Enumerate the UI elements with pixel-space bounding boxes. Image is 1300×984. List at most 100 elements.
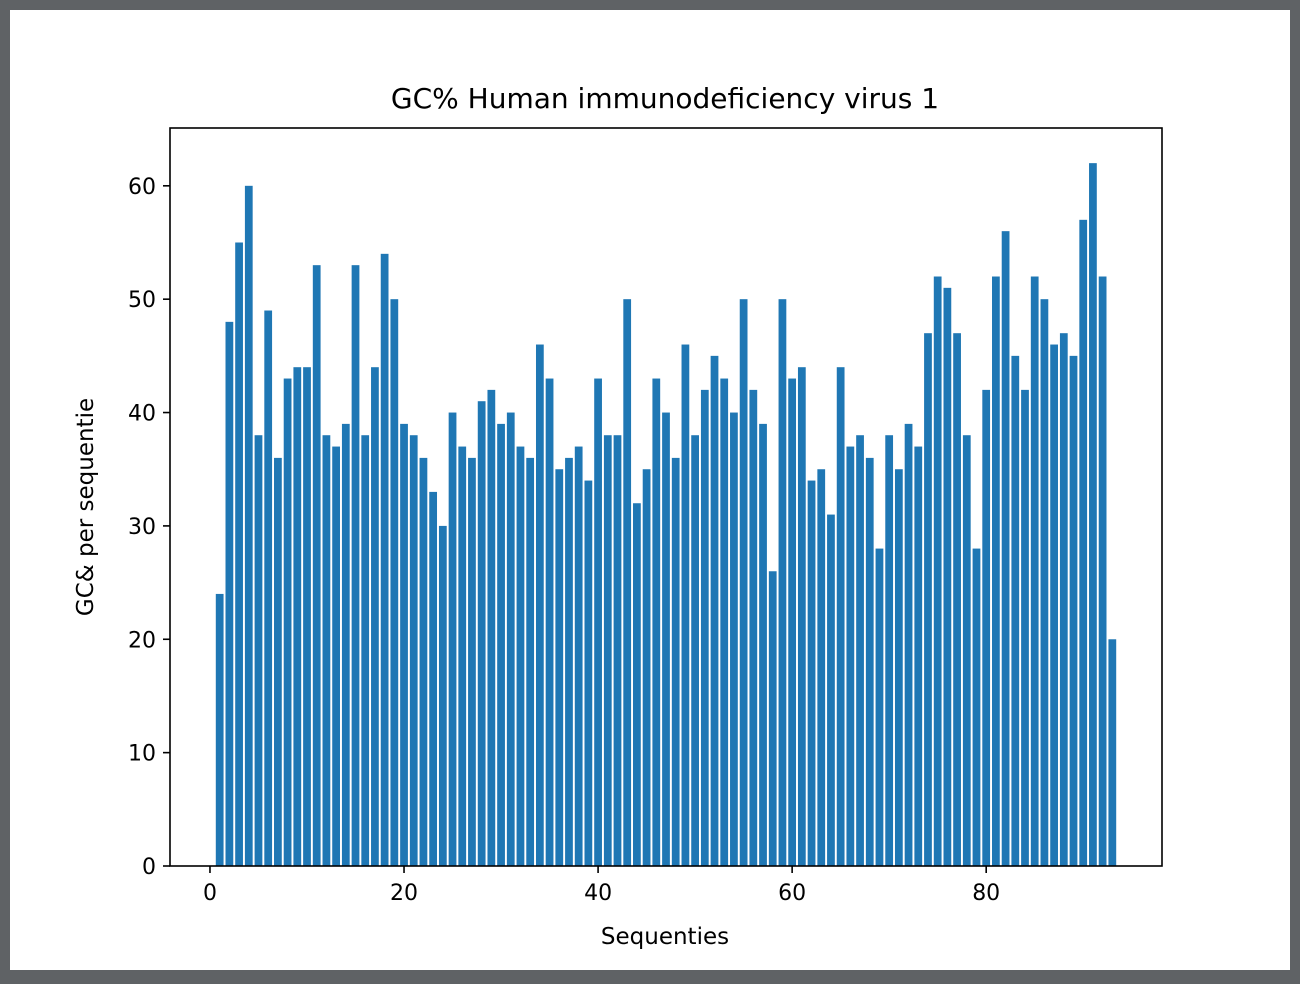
bar-62 (807, 480, 816, 866)
bar-48 (671, 457, 680, 866)
bar-83 (1011, 355, 1020, 866)
x-tick-label: 40 (584, 881, 612, 906)
bar-80 (982, 389, 991, 866)
bar-19 (390, 299, 399, 867)
bar-49 (681, 344, 690, 866)
bar-43 (623, 299, 632, 867)
x-axis-label: Sequenties (601, 924, 729, 950)
bar-77 (953, 333, 961, 866)
bar-51 (700, 389, 709, 866)
bar-35 (545, 378, 554, 866)
y-tick-label: 0 (142, 855, 156, 880)
bar-82 (1001, 231, 1010, 867)
bar-79 (972, 548, 981, 866)
bar-60 (788, 378, 797, 866)
bar-34 (535, 344, 544, 866)
bar-29 (487, 389, 496, 866)
bar-53 (720, 378, 729, 866)
bar-73 (914, 446, 923, 866)
bar-65 (836, 367, 845, 866)
bar-16 (361, 435, 370, 866)
bar-8 (283, 378, 292, 866)
bars-group (215, 163, 1117, 867)
bar-18 (380, 253, 389, 866)
bar-2 (225, 321, 234, 866)
bar-59 (778, 299, 787, 867)
y-tick-label: 20 (128, 628, 156, 653)
bar-30 (497, 423, 505, 866)
bar-41 (603, 435, 612, 866)
bar-75 (933, 276, 942, 866)
bar-1 (215, 593, 224, 866)
bar-22 (419, 457, 428, 866)
bar-92 (1098, 276, 1107, 866)
y-tick-label: 10 (128, 742, 156, 767)
x-tick-label: 0 (203, 881, 217, 906)
bar-85 (1030, 276, 1039, 866)
bar-64 (827, 514, 835, 866)
bar-20 (400, 423, 408, 866)
bar-56 (749, 389, 758, 866)
bar-88 (1059, 333, 1068, 866)
bar-66 (846, 446, 855, 866)
bar-58 (768, 571, 777, 866)
bar-17 (371, 367, 379, 866)
bar-31 (506, 412, 515, 866)
bar-40 (594, 378, 602, 866)
bar-15 (351, 265, 360, 866)
chart-title: GC% Human immunodeficiency virus 1 (391, 82, 939, 115)
bar-69 (875, 548, 884, 866)
bar-45 (642, 469, 651, 866)
bar-9 (293, 367, 302, 866)
bar-89 (1069, 355, 1078, 866)
bar-55 (739, 299, 748, 867)
bar-14 (341, 423, 350, 866)
bar-27 (468, 457, 476, 866)
bar-42 (613, 435, 622, 866)
bar-84 (1021, 389, 1029, 866)
x-tick-label: 20 (390, 881, 418, 906)
bar-32 (516, 446, 525, 866)
y-ticks: 0 10 20 30 40 50 60 (128, 175, 170, 880)
x-ticks: 0 20 40 60 80 (203, 866, 1000, 906)
bar-47 (662, 412, 670, 866)
bar-21 (409, 435, 418, 866)
bar-46 (652, 378, 661, 866)
bar-76 (943, 287, 952, 866)
bar-63 (817, 469, 826, 866)
x-tick-label: 80 (972, 881, 1000, 906)
bar-54 (730, 412, 738, 866)
plot-area-frame (169, 127, 1163, 867)
y-tick-label: 30 (128, 515, 156, 540)
bar-74 (924, 333, 932, 866)
bar-67 (856, 435, 864, 866)
bar-72 (904, 423, 913, 866)
bar-52 (710, 355, 719, 866)
bar-33 (526, 457, 535, 866)
bar-50 (691, 435, 699, 866)
bar-5 (254, 435, 263, 866)
bar-68 (865, 457, 874, 866)
chart-figure: GC% Human immunodeficiency virus 1 0 10 20… (10, 10, 1290, 970)
bar-12 (322, 435, 331, 866)
bar-81 (992, 276, 1000, 866)
y-axis-label: GC& per sequentie (73, 398, 99, 616)
bar-39 (584, 480, 593, 866)
bar-4 (244, 185, 253, 866)
bar-23 (429, 491, 438, 866)
bar-91 (1089, 163, 1097, 867)
y-tick-label: 60 (128, 175, 156, 200)
bar-25 (448, 412, 457, 866)
bar-chart: GC% Human immunodeficiency virus 1 0 10 20… (73, 82, 1163, 950)
bar-61 (797, 367, 806, 866)
bar-86 (1040, 299, 1049, 867)
bar-28 (477, 401, 486, 866)
x-tick-label: 60 (778, 881, 806, 906)
bar-37 (565, 457, 573, 866)
bar-93 (1108, 639, 1117, 866)
bar-6 (264, 310, 273, 867)
bar-78 (962, 435, 971, 866)
bar-11 (312, 265, 321, 866)
bar-36 (555, 469, 564, 866)
bar-57 (759, 423, 767, 866)
